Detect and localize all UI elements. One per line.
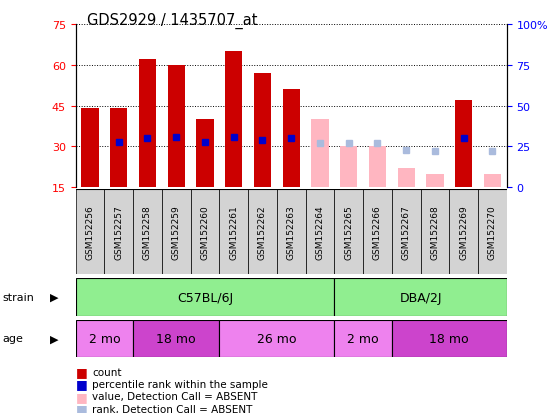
Bar <box>306 190 334 275</box>
Text: ▶: ▶ <box>50 292 59 302</box>
Text: GSM152263: GSM152263 <box>287 205 296 260</box>
Bar <box>340 147 357 188</box>
Text: C57BL/6J: C57BL/6J <box>177 291 233 304</box>
Bar <box>139 60 156 188</box>
Text: value, Detection Call = ABSENT: value, Detection Call = ABSENT <box>92 392 258 401</box>
Bar <box>104 190 133 275</box>
Bar <box>392 320 507 357</box>
Bar <box>421 190 449 275</box>
Text: age: age <box>3 334 24 344</box>
Text: GSM152256: GSM152256 <box>86 205 95 260</box>
Text: GSM152269: GSM152269 <box>459 205 468 260</box>
Text: 2 mo: 2 mo <box>347 332 379 345</box>
Bar <box>190 190 220 275</box>
Bar <box>426 174 444 188</box>
Text: ■: ■ <box>76 402 87 413</box>
Text: GSM152265: GSM152265 <box>344 205 353 260</box>
Bar <box>369 147 386 188</box>
Bar <box>455 101 472 188</box>
Bar <box>334 279 507 316</box>
Bar <box>398 169 415 188</box>
Bar <box>363 190 392 275</box>
Text: count: count <box>92 367 122 377</box>
Bar <box>283 90 300 188</box>
Bar <box>76 320 133 357</box>
Text: GSM152270: GSM152270 <box>488 205 497 260</box>
Text: GSM152267: GSM152267 <box>402 205 410 260</box>
Text: 18 mo: 18 mo <box>156 332 196 345</box>
Text: GSM152264: GSM152264 <box>315 205 324 259</box>
Bar <box>225 52 242 188</box>
Text: strain: strain <box>3 292 35 302</box>
Bar <box>484 174 501 188</box>
Text: GSM152266: GSM152266 <box>373 205 382 260</box>
Text: ■: ■ <box>76 390 87 403</box>
Bar <box>133 320 220 357</box>
Bar <box>76 190 104 275</box>
Bar <box>277 190 306 275</box>
Bar <box>254 74 271 188</box>
Bar <box>449 190 478 275</box>
Text: 18 mo: 18 mo <box>430 332 469 345</box>
Bar <box>110 109 127 188</box>
Bar <box>133 190 162 275</box>
Text: 2 mo: 2 mo <box>88 332 120 345</box>
Bar <box>334 190 363 275</box>
Bar <box>76 279 334 316</box>
Text: ■: ■ <box>76 365 87 378</box>
Bar <box>197 120 213 188</box>
Text: ▶: ▶ <box>50 334 59 344</box>
Bar <box>311 120 329 188</box>
Bar <box>334 320 392 357</box>
Text: GSM152262: GSM152262 <box>258 205 267 259</box>
Text: ■: ■ <box>76 377 87 391</box>
Bar <box>220 190 248 275</box>
Text: percentile rank within the sample: percentile rank within the sample <box>92 379 268 389</box>
Text: 26 mo: 26 mo <box>257 332 297 345</box>
Bar <box>162 190 190 275</box>
Bar <box>220 320 334 357</box>
Bar <box>248 190 277 275</box>
Text: GSM152257: GSM152257 <box>114 205 123 260</box>
Bar <box>478 190 507 275</box>
Text: GSM152259: GSM152259 <box>172 205 181 260</box>
Text: rank, Detection Call = ABSENT: rank, Detection Call = ABSENT <box>92 404 253 413</box>
Bar <box>167 66 185 188</box>
Text: GDS2929 / 1435707_at: GDS2929 / 1435707_at <box>87 12 257 28</box>
Text: DBA/2J: DBA/2J <box>399 291 442 304</box>
Text: GSM152258: GSM152258 <box>143 205 152 260</box>
Text: GSM152268: GSM152268 <box>431 205 440 260</box>
Text: GSM152260: GSM152260 <box>200 205 209 260</box>
Text: GSM152261: GSM152261 <box>229 205 238 260</box>
Bar <box>81 109 99 188</box>
Bar <box>392 190 421 275</box>
